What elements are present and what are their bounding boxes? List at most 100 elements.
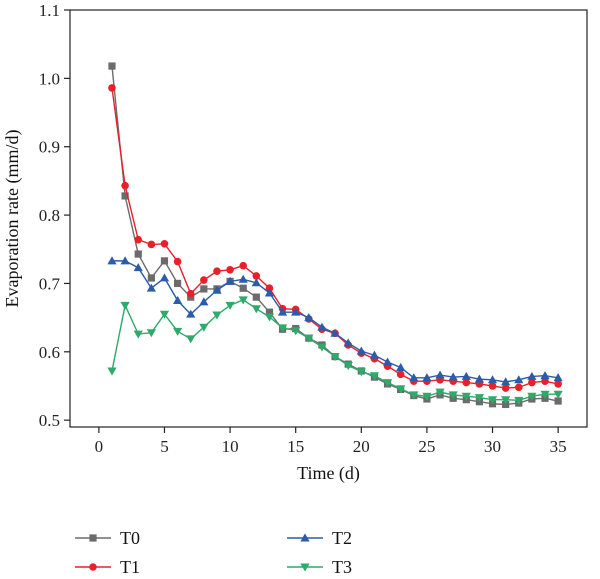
data-point-t1 bbox=[213, 267, 221, 275]
series-t3 bbox=[107, 296, 563, 405]
x-tick-label: 30 bbox=[484, 437, 501, 456]
y-tick-label: 0.6 bbox=[39, 343, 60, 362]
legend-label: T0 bbox=[120, 528, 140, 548]
data-point-t3 bbox=[146, 329, 156, 338]
legend-item-t0: T0 bbox=[75, 528, 140, 548]
data-point-t3 bbox=[291, 327, 301, 336]
data-point-t3 bbox=[277, 324, 288, 333]
data-point-t2 bbox=[343, 338, 353, 347]
data-point-t2 bbox=[435, 370, 445, 379]
data-point-t2 bbox=[133, 263, 143, 272]
data-point-t3 bbox=[396, 385, 406, 394]
data-point-t1 bbox=[239, 261, 248, 270]
data-point-t3 bbox=[238, 296, 248, 305]
data-point-t2 bbox=[396, 362, 406, 371]
y-axis-title: Evaporation rate (mm/d) bbox=[2, 130, 23, 308]
y-tick-label: 0.8 bbox=[39, 206, 60, 225]
legend: T0 T1 T2 T3 bbox=[75, 528, 352, 577]
data-point-t3 bbox=[199, 323, 209, 332]
x-tick-label: 0 bbox=[95, 437, 104, 456]
data-point-t1 bbox=[488, 382, 497, 390]
data-point-t3 bbox=[330, 353, 340, 362]
data-point-t0 bbox=[147, 274, 155, 282]
data-point-t0 bbox=[252, 293, 260, 301]
data-point-t1 bbox=[528, 378, 536, 387]
data-point-t3 bbox=[212, 311, 222, 320]
legend-marker-icon bbox=[300, 563, 310, 572]
x-tick-label: 20 bbox=[353, 437, 370, 456]
data-point-t2 bbox=[264, 288, 275, 297]
data-point-t3 bbox=[553, 390, 563, 399]
data-point-t0 bbox=[121, 192, 129, 200]
data-point-t3 bbox=[251, 305, 261, 314]
data-point-t1 bbox=[514, 383, 523, 392]
series-t2 bbox=[107, 256, 563, 386]
data-point-t1 bbox=[200, 276, 208, 284]
data-point-t3 bbox=[409, 391, 419, 400]
data-point-t2 bbox=[382, 357, 393, 366]
data-point-t2 bbox=[474, 374, 485, 383]
data-point-t3 bbox=[461, 392, 471, 401]
data-point-t3 bbox=[514, 396, 524, 405]
data-point-t2 bbox=[212, 285, 222, 294]
data-point-t2 bbox=[356, 346, 366, 355]
data-point-t1 bbox=[501, 384, 510, 392]
data-point-t3 bbox=[186, 335, 196, 344]
data-point-t2 bbox=[304, 313, 314, 322]
data-point-t0 bbox=[134, 250, 142, 258]
data-point-t3 bbox=[501, 396, 511, 405]
y-tick-label: 0.9 bbox=[39, 138, 60, 157]
data-point-t2 bbox=[251, 278, 261, 287]
data-point-t1 bbox=[396, 370, 405, 379]
y-tick-label: 1.1 bbox=[39, 1, 60, 20]
data-point-t2 bbox=[277, 307, 288, 316]
data-point-t1 bbox=[541, 377, 549, 385]
data-point-t2 bbox=[527, 371, 537, 380]
data-point-t2 bbox=[369, 350, 380, 359]
data-point-t2 bbox=[487, 375, 498, 384]
legend-item-t2: T2 bbox=[287, 528, 352, 548]
data-point-t2 bbox=[501, 377, 511, 386]
x-tick-label: 25 bbox=[418, 437, 435, 456]
data-point-t2 bbox=[422, 373, 432, 382]
data-point-t3 bbox=[159, 310, 170, 319]
x-tick-label: 35 bbox=[550, 437, 567, 456]
x-tick-label: 10 bbox=[222, 437, 239, 456]
data-point-t2 bbox=[540, 371, 550, 380]
legend-marker-icon bbox=[300, 533, 310, 542]
data-point-t1 bbox=[186, 289, 195, 298]
data-point-t3 bbox=[304, 334, 314, 343]
series-line-t2 bbox=[111, 260, 559, 383]
y-tick-label: 0.5 bbox=[39, 411, 60, 430]
data-point-t2 bbox=[199, 297, 209, 306]
legend-label: T1 bbox=[120, 557, 140, 577]
data-point-t3 bbox=[133, 330, 143, 339]
data-point-t2 bbox=[330, 328, 340, 337]
data-point-t3 bbox=[422, 392, 432, 401]
data-point-t3 bbox=[317, 343, 327, 352]
data-point-t1 bbox=[108, 84, 116, 92]
data-point-t2 bbox=[409, 373, 419, 382]
data-point-t3 bbox=[435, 388, 445, 397]
data-point-t2 bbox=[186, 309, 196, 318]
series-line-t1 bbox=[111, 87, 559, 389]
data-point-t3 bbox=[382, 379, 393, 388]
data-point-t0 bbox=[160, 257, 169, 265]
data-point-t0 bbox=[173, 279, 182, 288]
data-point-t1 bbox=[147, 240, 156, 249]
data-point-t3 bbox=[487, 396, 498, 405]
legend-marker-icon bbox=[89, 534, 97, 542]
data-point-t2 bbox=[172, 295, 183, 304]
data-point-t2 bbox=[159, 273, 170, 282]
legend-marker-icon bbox=[89, 563, 97, 571]
data-point-t3 bbox=[343, 362, 353, 371]
data-point-t3 bbox=[527, 392, 537, 401]
data-point-t0 bbox=[265, 308, 274, 316]
data-point-t2 bbox=[120, 256, 130, 265]
data-point-t1 bbox=[462, 378, 471, 387]
data-point-t2 bbox=[448, 372, 458, 381]
x-tick-label: 15 bbox=[287, 437, 304, 456]
data-point-t1 bbox=[121, 181, 129, 190]
y-tick-label: 1.0 bbox=[39, 69, 60, 88]
